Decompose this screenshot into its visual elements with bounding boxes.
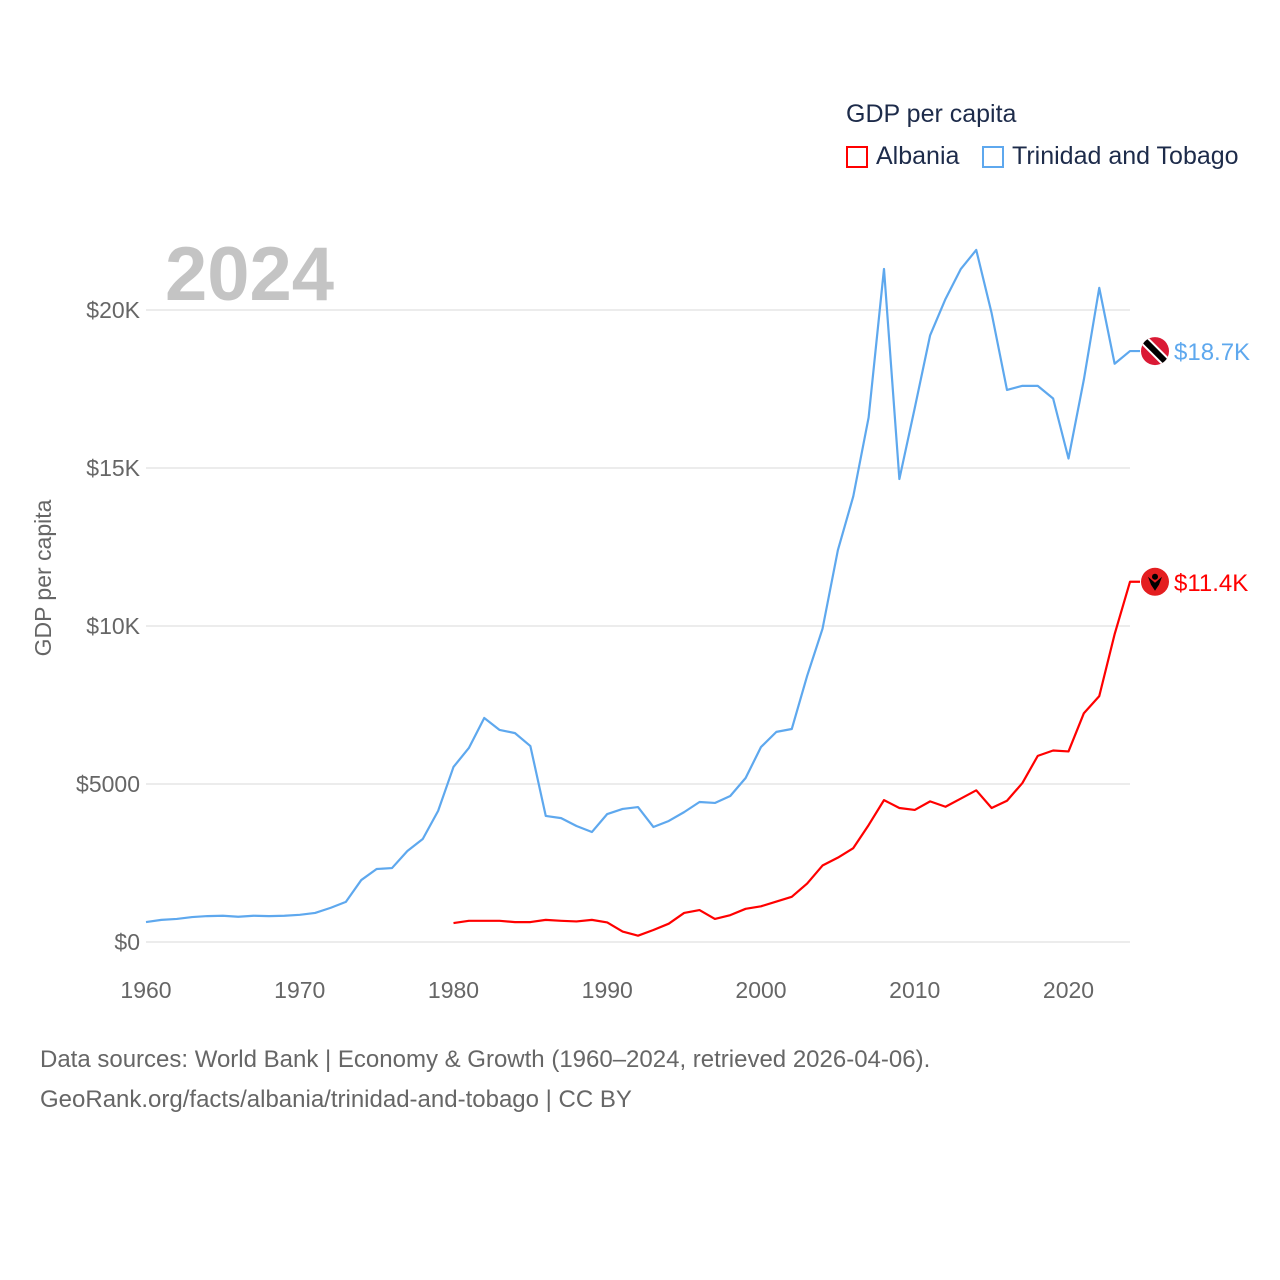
legend-item-albania[interactable]: Albania [846, 142, 959, 171]
year-label: 2024 [165, 232, 334, 317]
eagle-glyph [1148, 576, 1162, 591]
x-tick-label: 2020 [1043, 977, 1094, 1003]
legend-item-trinidad-and-tobago[interactable]: Trinidad and Tobago [982, 142, 1239, 171]
legend-label: Trinidad and Tobago [1012, 142, 1239, 170]
footer-sources: Data sources: World Bank | Economy & Gro… [40, 1046, 931, 1073]
albania-flag-icon [1141, 567, 1169, 596]
x-tick-label: 2010 [889, 977, 940, 1003]
x-tick-label: 1970 [274, 977, 325, 1003]
legend-swatch-albania [846, 145, 868, 168]
end-value-label: $18.7K [1174, 339, 1250, 366]
flag-black-stripe [1141, 337, 1169, 366]
x-tick-label: 2000 [735, 977, 786, 1003]
x-tick-label: 1980 [428, 977, 479, 1003]
end-value-label: $11.4K [1174, 570, 1248, 597]
y-tick-label: $15K [86, 455, 140, 481]
y-tick-label: $10K [86, 613, 140, 639]
flag-background [1141, 567, 1169, 596]
y-tick-label: $20K [86, 297, 140, 323]
footer-attribution[interactable]: GeoRank.org/facts/albania/trinidad-and-t… [40, 1086, 632, 1113]
trinidad-and-tobago-flag-icon [1141, 337, 1169, 366]
y-tick-label: $0 [114, 929, 140, 955]
series-line-trinidad-and-tobago [145, 248, 1140, 924]
legend-label: Albania [876, 142, 960, 170]
series-line-albania [453, 580, 1140, 937]
legend-swatch-trinidad [982, 145, 1004, 168]
eagle-head [1152, 573, 1158, 580]
y-tick-label: $5000 [76, 771, 140, 797]
y-axis-label: GDP per capita [30, 499, 56, 656]
x-tick-label: 1990 [582, 977, 633, 1003]
x-tick-label: 1960 [120, 977, 171, 1003]
legend-title: GDP per capita [846, 100, 1017, 128]
